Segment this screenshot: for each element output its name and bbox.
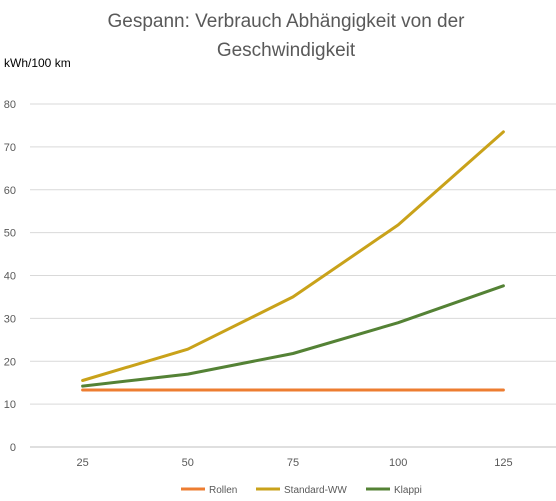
y-axis-label: kWh/100 km [4, 56, 71, 70]
x-tick-label: 25 [76, 457, 88, 469]
legend-label: Standard-WW [284, 485, 347, 496]
series-line-klappi [81, 284, 505, 388]
y-tick-label: 60 [4, 185, 16, 197]
y-tick-label: 80 [4, 99, 16, 111]
legend-item: Standard-WW [256, 485, 347, 496]
series-line-standard-ww [81, 130, 505, 382]
x-tick-labels: 25 50 75 100 125 [76, 457, 512, 469]
y-tick-label: 50 [4, 228, 16, 240]
gridlines [30, 103, 556, 448]
x-tick-label: 100 [389, 457, 407, 469]
y-tick-label: 40 [4, 271, 16, 283]
legend-label: Klappi [394, 485, 422, 496]
y-tick-label: 0 [10, 442, 16, 454]
y-tick-label: 70 [4, 142, 16, 154]
x-tick-label: 75 [287, 457, 299, 469]
y-tick-label: 10 [4, 399, 16, 411]
legend: Rollen Standard-WW Klappi [181, 485, 422, 496]
legend-item: Klappi [366, 485, 422, 496]
x-tick-label: 125 [494, 457, 512, 469]
y-tick-label: 20 [4, 356, 16, 368]
chart-title-line-2: Geschwindigkeit [217, 40, 356, 61]
series-lines [81, 130, 505, 392]
chart-title-line-1: Gespann: Verbrauch Abhängigkeit von der [107, 11, 465, 32]
legend-label: Rollen [209, 485, 237, 496]
y-tick-label: 30 [4, 313, 16, 325]
x-tick-label: 50 [182, 457, 194, 469]
legend-item: Rollen [181, 485, 237, 496]
y-tick-labels: 0 10 20 30 40 50 60 70 80 [4, 99, 16, 454]
